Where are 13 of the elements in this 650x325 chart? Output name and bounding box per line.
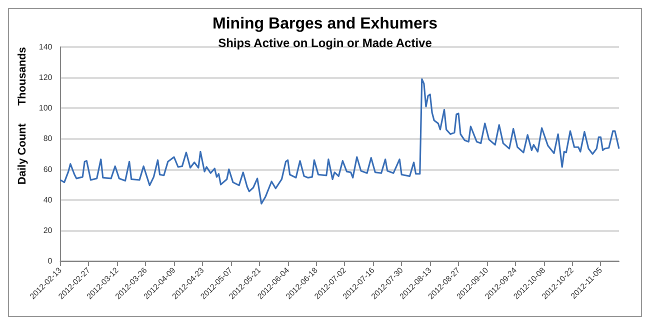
chart-title: Mining Barges and Exhumers	[212, 16, 438, 32]
line-series	[59, 78, 620, 204]
y-tick-label: 20	[43, 226, 53, 235]
y-tick-label: 0	[48, 256, 53, 266]
y-tick-label: 140	[38, 42, 53, 52]
text: Thousands	[16, 46, 28, 106]
y-tick-label: 80	[43, 134, 53, 144]
y-tick-label: 60	[43, 164, 53, 174]
y-tick-label: 40	[43, 195, 53, 204]
y-tick-label: 120	[38, 73, 53, 82]
chart-subtitle: Ships Active on Login or Made Active	[218, 36, 432, 50]
y-axis-title: Daily Count	[16, 123, 28, 185]
y-tick-label: 100	[38, 104, 53, 113]
